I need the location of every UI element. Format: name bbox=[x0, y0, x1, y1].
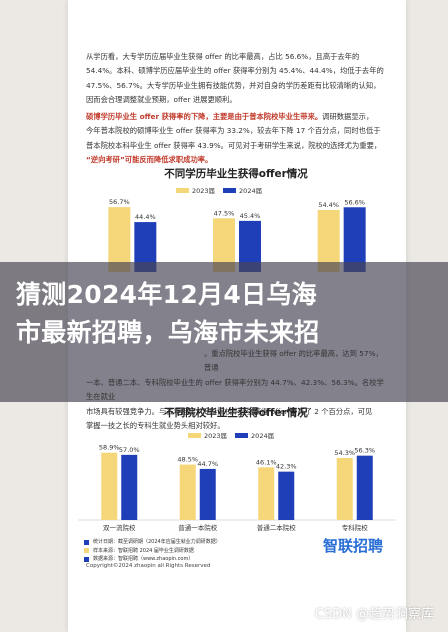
data-label: 57.0% bbox=[119, 446, 140, 454]
legend-swatch bbox=[223, 187, 237, 193]
category-label: 普通二本院校 bbox=[257, 523, 297, 532]
category-label: 普通一本院校 bbox=[178, 523, 218, 532]
legend-item-2023: 2023届 bbox=[176, 185, 215, 195]
text-line: 掌握一技之长的专科生就业势头相对较好。 bbox=[86, 421, 225, 431]
data-label: 56.3% bbox=[354, 447, 375, 455]
csdn-watermark: CSDN @趋势洞察库 bbox=[314, 607, 434, 622]
legend-item-2024: 2024届 bbox=[235, 430, 274, 440]
note-row: 统计日期：截至调研期（2024年应届生就业力调研数据） bbox=[84, 538, 221, 547]
headline-line: 市最新招聘，乌海市未来招 bbox=[16, 318, 320, 347]
chart1-plot: 56.7% 44.4% 47.5% 45.4% 54.4% 56.6% bbox=[108, 198, 366, 272]
note-bullet bbox=[84, 556, 89, 562]
text-line: 硕博学历毕业生 offer 获得率的下降，主要是由于普本院校毕业生带来。调研数据… bbox=[86, 110, 386, 124]
chart2-plot: 58.9% 57.0% 双一流院校 48.5%44.7% 普通一本院校 46.1%42.3… bbox=[78, 444, 396, 532]
text-span: 调研数据显示， bbox=[322, 112, 374, 121]
data-label: 47.5% bbox=[214, 209, 235, 217]
bar-2023届 bbox=[336, 457, 353, 520]
text-line: 普本院校本科毕业生 offer 获得率 43.9%。可见对于考研学生来说，院校的… bbox=[86, 140, 382, 150]
paragraph-education: 从学历看，大专学历应届毕业生获得 offer 的比率最高，占比 56.6%，且高… bbox=[86, 50, 386, 108]
headline[interactable]: 猜测2024年12月4日乌海 市最新招聘，乌海市未来招 bbox=[16, 276, 446, 352]
paragraph-institution: 。重点院校毕业生获得 offer 的比率最高，达到 57%，普通 一本、普通二本… bbox=[86, 347, 386, 433]
text-line: 因而会合理调整就业预期，offer 进展更顺利。 bbox=[86, 95, 237, 105]
text-line: 54.4%。本科、硕博学历应届毕业生的 offer 获得率分别为 45.4%、4… bbox=[86, 66, 384, 76]
bar-2024届 bbox=[134, 222, 157, 272]
data-label: 44.7% bbox=[197, 460, 218, 468]
text-line: 。重点院校毕业生获得 offer 的比率最高，达到 57%，普通 bbox=[204, 349, 383, 373]
data-label: 48.5% bbox=[177, 456, 198, 464]
bar-2023届 bbox=[317, 209, 340, 272]
text-line: 市场具有较强竞争力。与去年相比，专科院校毕业生获得 offer 率高了 2 个百… bbox=[86, 406, 373, 416]
bar-2023届 bbox=[101, 452, 118, 520]
data-label: 45.4% bbox=[240, 212, 261, 220]
data-label: 54.4% bbox=[318, 201, 339, 209]
bar-2024届 bbox=[356, 455, 373, 520]
data-label: 44.4% bbox=[135, 213, 156, 221]
bar-2023届 bbox=[108, 207, 131, 272]
category-label: 专科院校 bbox=[342, 523, 369, 532]
text-line: 一本、普通二本、专科院校毕业生的 offer 获得率分别为 44.7%、42.3… bbox=[86, 377, 384, 402]
text-line: 今年普本院校的硕博毕业生 offer 获得率为 33.2%，较去年下降 17 个… bbox=[86, 126, 381, 136]
note-text: 统计日期：截至调研期（2024年应届生就业力调研数据） bbox=[93, 539, 221, 545]
headline-overlay bbox=[0, 262, 448, 402]
legend-label: 2024届 bbox=[251, 432, 275, 440]
category-label: 双一流院校 bbox=[103, 523, 136, 532]
note-row: 数据来源：智联招聘（www.zhaopin.com） bbox=[84, 555, 221, 564]
copyright-text: Copyright©2024 zhaopin all Rights Reserv… bbox=[86, 563, 211, 569]
bar-2024届 bbox=[199, 468, 216, 520]
data-label: 56.6% bbox=[344, 198, 365, 206]
data-label: 46.1% bbox=[256, 458, 277, 466]
legend-swatch bbox=[176, 187, 189, 193]
text-line: “逆向考研”可能反而降低求职成功率。 bbox=[86, 155, 213, 165]
text-line: 从学历看，大专学历应届毕业生获得 offer 的比率最高，占比 56.6%，且高… bbox=[86, 52, 360, 61]
note-text: 样本来源：智联招聘 2024 届毕业生调研数据 bbox=[93, 547, 194, 554]
legend-item-2024: 2024届 bbox=[223, 185, 262, 195]
data-label: 42.3% bbox=[276, 463, 297, 471]
brand-logo: 智联招聘 bbox=[323, 537, 384, 555]
note-row: 样本来源：智联招聘 2024 届毕业生调研数据 bbox=[84, 547, 221, 556]
legend-label: 2023届 bbox=[204, 432, 228, 440]
text-line: 47.5%、56.7%。大专学历毕业生拥有技能优势，并对自身的学历差距有比较清晰… bbox=[86, 80, 381, 90]
legend-item-2023: 2023届 bbox=[188, 430, 227, 440]
note-bullet bbox=[84, 539, 89, 545]
data-label: 54.3% bbox=[334, 449, 355, 457]
legend-label: 2024届 bbox=[239, 187, 263, 195]
bar-2023届 bbox=[179, 464, 196, 520]
bar-2024届 bbox=[239, 220, 261, 272]
legend-swatch bbox=[235, 432, 249, 438]
legend-label: 2023届 bbox=[192, 187, 216, 195]
paragraph-graduate: 硕博学历毕业生 offer 获得率的下降，主要是由于普本院校毕业生带来。调研数据… bbox=[86, 110, 386, 168]
chart-notes: 统计日期：截至调研期（2024年应届生就业力调研数据） 样本来源：智联招聘 20… bbox=[84, 538, 221, 564]
legend-swatch bbox=[188, 432, 201, 438]
chart1-legend: 2023届 2024届 bbox=[176, 185, 266, 195]
chart2-legend: 2023届 2024届 bbox=[188, 430, 278, 440]
data-label: 56.7% bbox=[109, 198, 130, 206]
bar-2024届 bbox=[278, 471, 295, 520]
bar-2023届 bbox=[258, 467, 275, 520]
headline-line: 猜测2024年12月4日乌海 bbox=[16, 280, 317, 309]
data-label: 58.9% bbox=[99, 444, 120, 452]
bar-2023届 bbox=[213, 218, 235, 272]
bar-2024届 bbox=[121, 454, 138, 520]
note-text: 数据来源：智联招聘（www.zhaopin.com） bbox=[93, 556, 194, 562]
chart2-title: 不同院校毕业生获得offer情况 bbox=[164, 407, 308, 419]
bar-2024届 bbox=[343, 207, 366, 272]
highlight-text: 硕博学历毕业生 offer 获得率的下降，主要是由于普本院校毕业生带来。 bbox=[86, 112, 323, 121]
chart1-title: 不同学历毕业生获得offer情况 bbox=[164, 168, 308, 180]
note-bullet bbox=[84, 548, 89, 554]
